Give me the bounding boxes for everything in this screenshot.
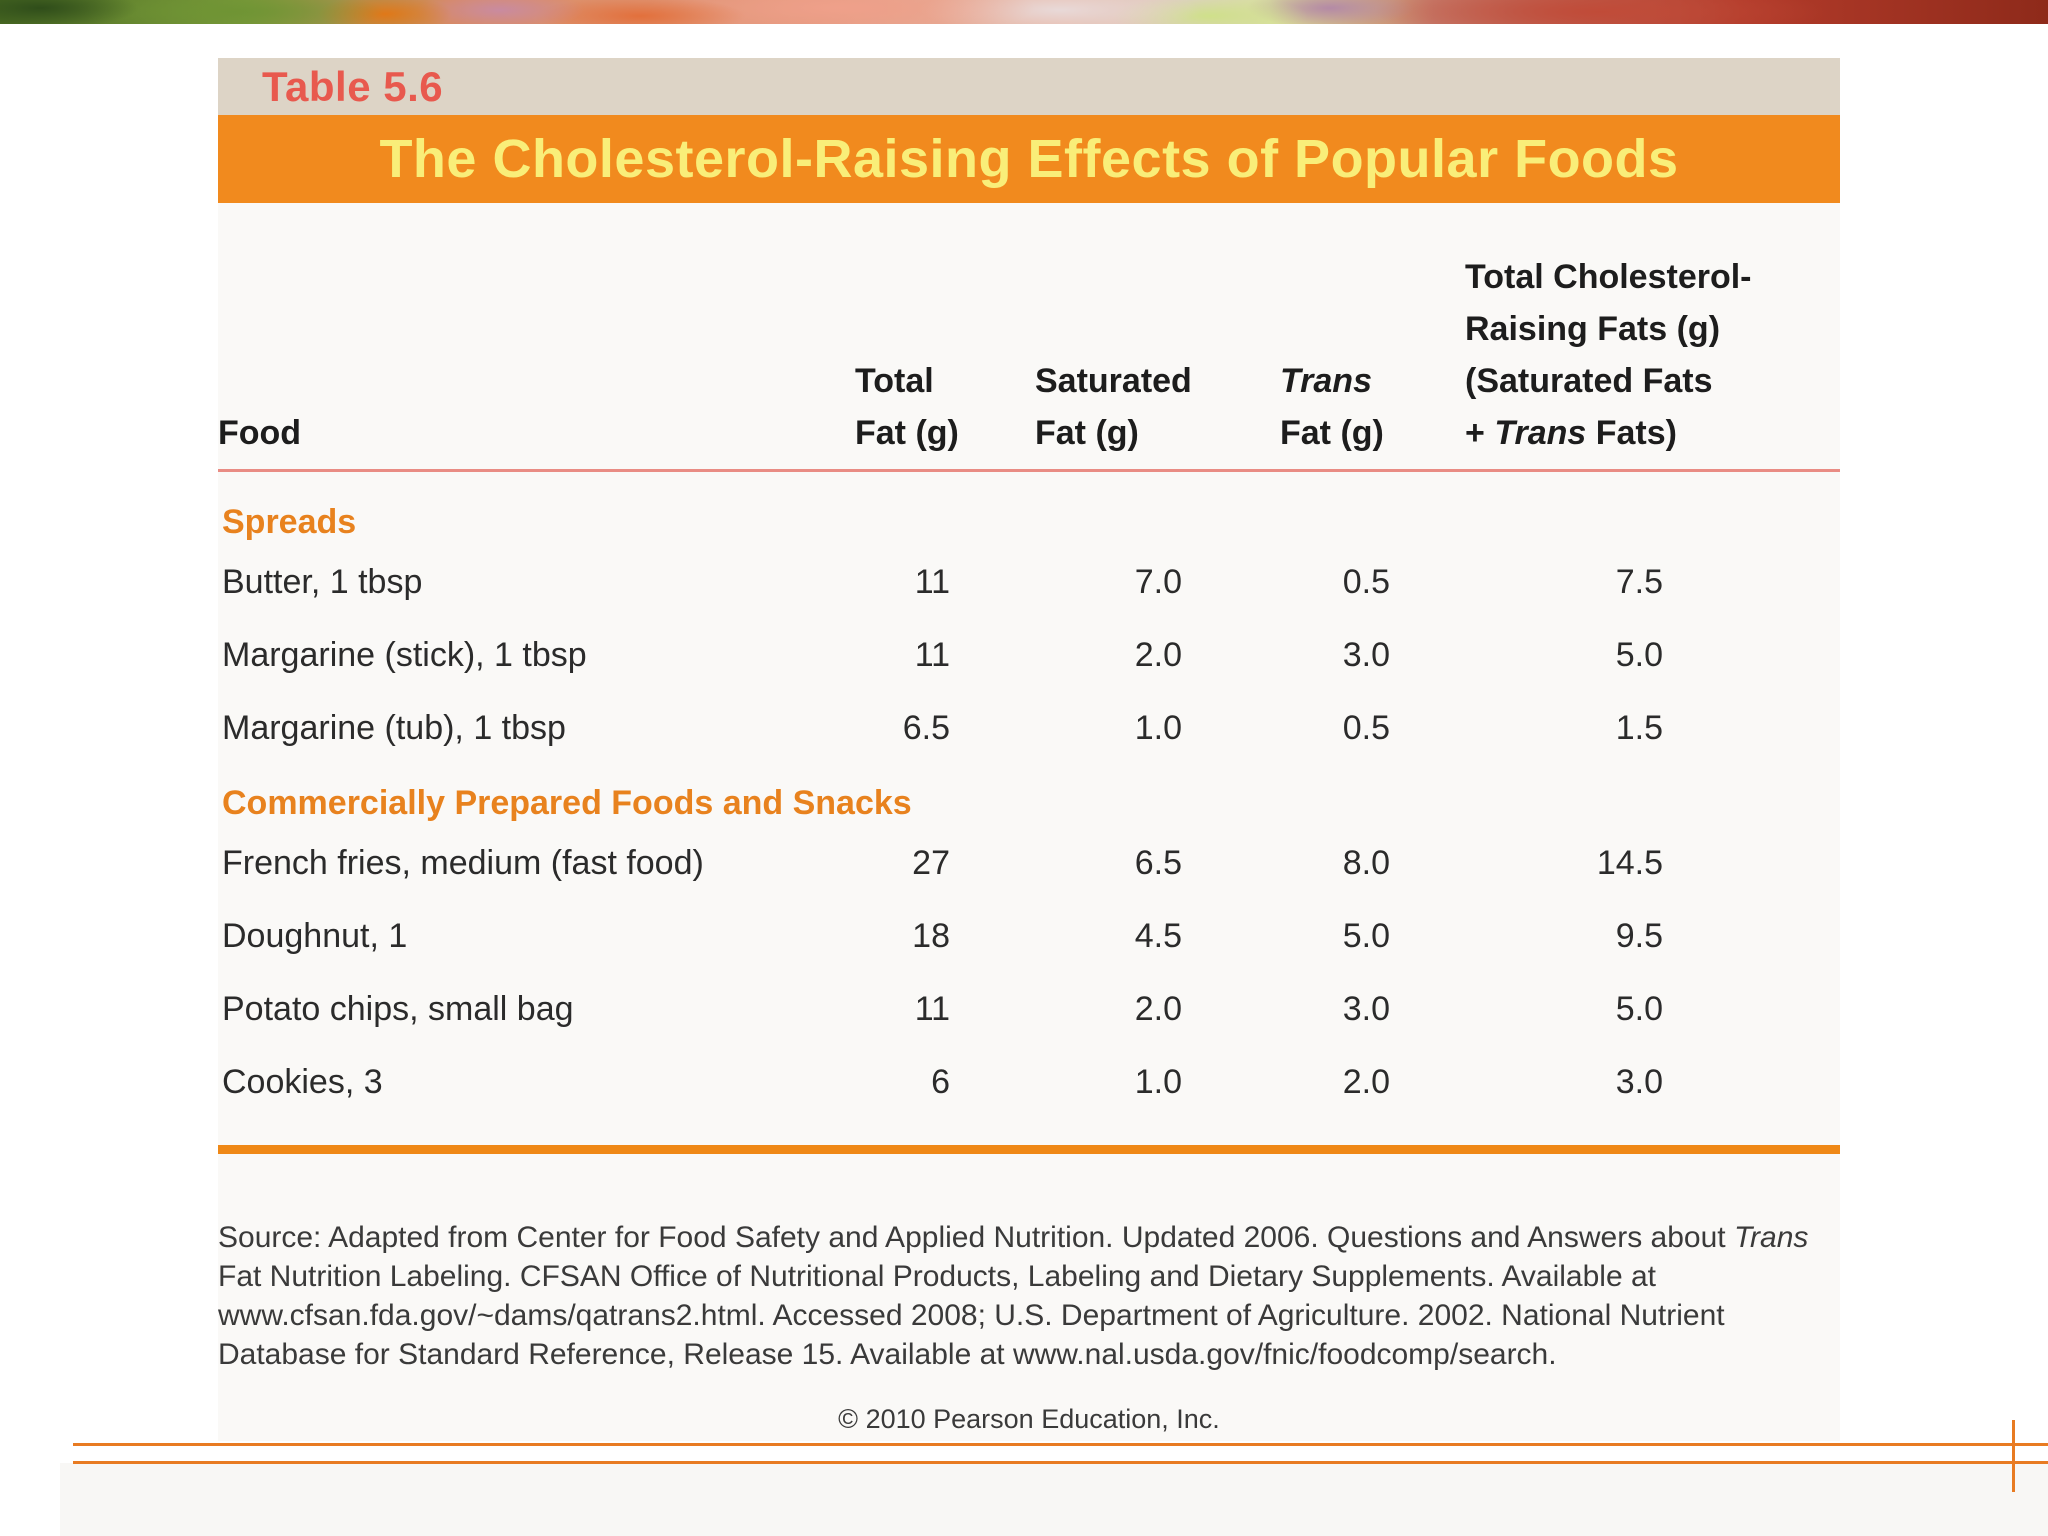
saturated-fat-cell: 1.0 [1134,709,1182,747]
table-body: Food Total Fat (g) Saturated Fat (g) Tra… [218,203,1840,1441]
section-header-commercially-prepared: Commercially Prepared Foods and Snacks [222,784,912,822]
food-cell: Margarine (stick), 1 tbsp [222,636,587,674]
total-crf-cell: 5.0 [1615,990,1663,1028]
table-label: Table 5.6 [262,62,444,110]
trans-fat-cell: 3.0 [1342,636,1390,674]
food-cell: Cookies, 3 [222,1063,383,1101]
food-cell: Margarine (tub), 1 tbsp [222,709,566,747]
source-note: Source: Adapted from Center for Food Saf… [218,1221,1809,1371]
bottom-rule-top [73,1443,2048,1446]
column-header-food: Food [218,414,302,452]
saturated-fat-cell: 7.0 [1134,563,1182,601]
total-crf-cell: 5.0 [1615,636,1663,674]
trans-fat-cell: 0.5 [1342,709,1390,747]
saturated-fat-cell: 4.5 [1134,917,1182,955]
food-cell: Butter, 1 tbsp [222,563,423,601]
table-title-bar: The Cholesterol-Raising Effects of Popul… [218,115,1840,203]
table-row: Butter, 1 tbsp 11 7.0 0.5 7.5 [218,546,1840,619]
trans-fat-cell: 2.0 [1342,1063,1390,1101]
table-title: The Cholesterol-Raising Effects of Popul… [379,129,1679,189]
column-header-total-cholesterol-raising-fats: Total Cholesterol- Raising Fats (g) (Sat… [1465,258,1752,452]
table-row: Potato chips, small bag 11 2.0 3.0 5.0 [218,973,1840,1046]
total-crf-cell: 14.5 [1596,844,1663,882]
table-label-bar: Table 5.6 [218,58,1840,115]
table-card: Table 5.6 The Cholesterol-Raising Effect… [218,58,1840,1441]
total-fat-cell: 6 [931,1063,950,1101]
column-header-saturated-fat: Saturated Fat (g) [1035,362,1192,452]
total-fat-cell: 18 [912,917,950,955]
table-row: French fries, medium (fast food) 27 6.5 … [218,827,1840,900]
saturated-fat-cell: 2.0 [1134,636,1182,674]
column-header-total-fat: Total Fat (g) [855,362,959,452]
bottom-shade [60,1463,2048,1536]
food-cell: French fries, medium (fast food) [222,844,704,882]
table-bottom-rule [218,1145,1840,1154]
total-fat-cell: 11 [914,990,950,1028]
total-crf-cell: 7.5 [1615,563,1663,601]
table-row: Margarine (stick), 1 tbsp 11 2.0 3.0 5.0 [218,619,1840,692]
total-crf-cell: 1.5 [1615,709,1663,747]
column-header-trans-fat: Trans Fat (g) [1280,362,1384,452]
saturated-fat-cell: 2.0 [1134,990,1182,1028]
table-row: Margarine (tub), 1 tbsp 6.5 1.0 0.5 1.5 [218,692,1840,765]
total-fat-cell: 6.5 [902,709,950,747]
trans-fat-cell: 8.0 [1342,844,1390,882]
table-row: Cookies, 3 6 1.0 2.0 3.0 [218,1046,1840,1119]
total-crf-cell: 9.5 [1615,917,1663,955]
trans-fat-cell: 5.0 [1342,917,1390,955]
copyright-line: © 2010 Pearson Education, Inc. [838,1404,1220,1434]
total-crf-cell: 3.0 [1615,1063,1663,1101]
total-fat-cell: 11 [914,563,950,601]
bottom-rule-bottom [73,1461,2048,1464]
trans-fat-cell: 3.0 [1342,990,1390,1028]
total-fat-cell: 11 [914,636,950,674]
food-cell: Doughnut, 1 [222,917,408,955]
bottom-vertical-tick [2012,1420,2015,1492]
total-fat-cell: 27 [912,844,950,882]
table-row: Doughnut, 1 18 4.5 5.0 9.5 [218,900,1840,973]
saturated-fat-cell: 6.5 [1134,844,1182,882]
table-header-row: Food Total Fat (g) Saturated Fat (g) Tra… [218,203,1840,472]
trans-fat-cell: 0.5 [1342,563,1390,601]
saturated-fat-cell: 1.0 [1134,1063,1182,1101]
section-header-spreads: Spreads [222,503,357,541]
food-photo-strip [0,0,2048,24]
food-cell: Potato chips, small bag [222,990,574,1028]
